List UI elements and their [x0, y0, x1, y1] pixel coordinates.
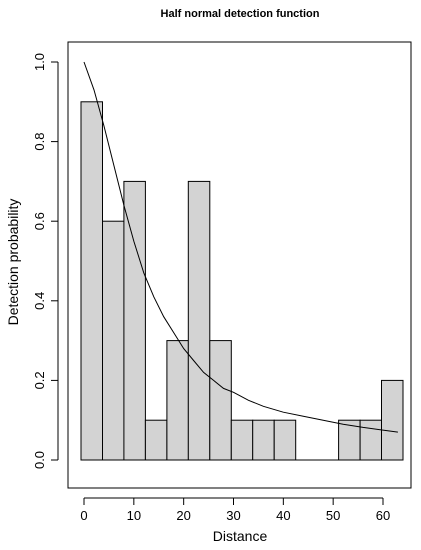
- detection-curve: [83, 61, 398, 433]
- x-tick-label: 30: [226, 508, 240, 523]
- bar: [359, 419, 383, 461]
- bar: [209, 340, 232, 461]
- bar: [166, 340, 189, 461]
- plot-frame: [67, 41, 412, 489]
- x-tick-label: 20: [176, 508, 190, 523]
- y-tick-label: 0.4: [32, 292, 47, 310]
- bar: [123, 180, 146, 461]
- x-tick-label: 40: [276, 508, 290, 523]
- bar: [144, 419, 168, 461]
- bars-group: [80, 101, 404, 461]
- y-axis: 0.0 0.2 0.4 0.6 0.8 1.0: [32, 53, 59, 469]
- bar: [252, 419, 275, 461]
- bar: [273, 419, 297, 461]
- y-tick-label: 1.0: [32, 53, 47, 71]
- bar: [230, 419, 254, 461]
- y-tick-label: 0.0: [32, 451, 47, 469]
- x-axis: 0 10 20 30 40 50 60: [80, 497, 390, 523]
- y-tick-label: 0.2: [32, 371, 47, 389]
- x-tick-label: 0: [80, 508, 87, 523]
- x-tick-label: 10: [127, 508, 141, 523]
- y-axis-label: Detection probability: [5, 199, 21, 326]
- chart-title: Half normal detection function: [161, 8, 320, 20]
- bar: [381, 379, 404, 461]
- y-tick-label: 0.8: [32, 133, 47, 151]
- bar: [80, 101, 103, 461]
- bar: [102, 220, 125, 461]
- bar: [187, 180, 211, 461]
- x-tick-label: 50: [326, 508, 340, 523]
- x-axis-label: Distance: [213, 528, 268, 544]
- x-tick-label: 60: [376, 508, 390, 523]
- y-tick-label: 0.6: [32, 212, 47, 230]
